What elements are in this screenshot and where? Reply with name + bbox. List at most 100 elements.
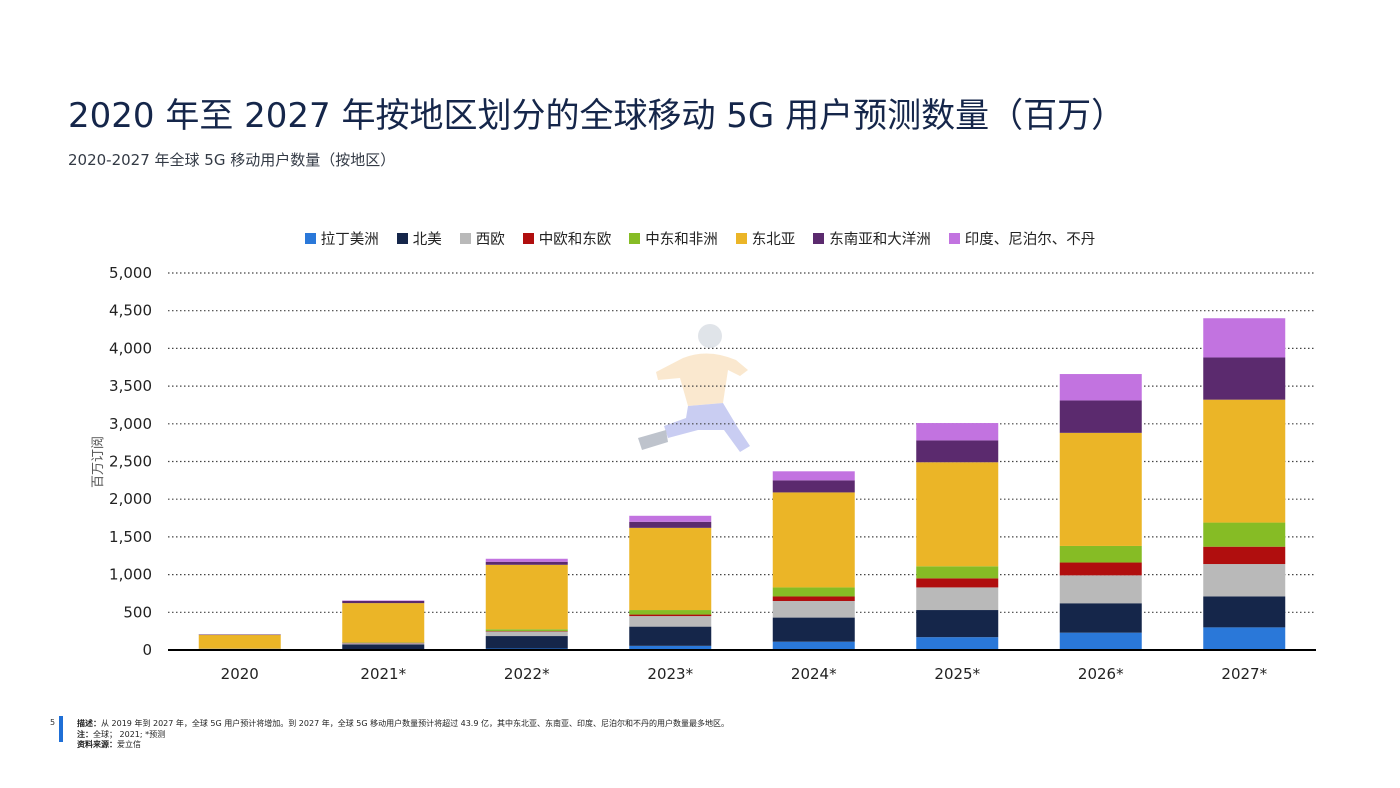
- legend-label: 北美: [412, 232, 442, 248]
- y-tick-label: 1,500: [109, 528, 152, 546]
- bar-segment: [1203, 318, 1286, 358]
- bar-segment: [629, 515, 712, 522]
- bar-segment: [342, 600, 425, 601]
- y-axis-label: 百万订阅: [91, 436, 106, 488]
- bar-segment: [1059, 545, 1142, 563]
- legend-item: 东北亚: [735, 228, 796, 249]
- y-tick-label: 2,500: [109, 453, 152, 471]
- bar-segment: [916, 587, 999, 611]
- bar-segment: [916, 578, 999, 588]
- y-tick-label: 1,000: [109, 566, 152, 584]
- legend-swatch: [396, 233, 408, 244]
- bar-segment: [1203, 357, 1286, 400]
- bar-segment: [342, 644, 425, 650]
- runner-illustration: [638, 324, 750, 452]
- legend-swatch: [304, 233, 316, 244]
- bar-segment: [916, 423, 999, 441]
- bar-segment: [916, 637, 999, 650]
- legend-item: 北美: [396, 228, 442, 249]
- bar-segment: [772, 480, 855, 493]
- x-tick-label: 2026*: [1078, 665, 1124, 683]
- bar-segment: [1059, 575, 1142, 604]
- bar-segment: [485, 558, 568, 562]
- footer-accent-bar: [59, 716, 63, 742]
- legend-swatch: [629, 233, 641, 244]
- bar-segment: [629, 626, 712, 646]
- bar-segment: [1203, 522, 1286, 547]
- note-text: 全球； 2021; *预测: [93, 729, 166, 739]
- bar-segment: [772, 600, 855, 618]
- x-tick-label: 2025*: [934, 665, 980, 683]
- x-tick-label: 2020: [221, 665, 259, 683]
- bar-segment: [1203, 564, 1286, 597]
- bar-segment: [1203, 596, 1286, 628]
- bar-segment: [916, 462, 999, 567]
- bar-segment: [198, 648, 281, 650]
- legend-item: 东南亚和大洋洲: [813, 228, 931, 249]
- legend-swatch: [813, 233, 825, 244]
- bar-segment: [342, 642, 425, 643]
- x-tick-label: 2022*: [504, 665, 550, 683]
- source-text: 爱立信: [117, 740, 141, 749]
- bar-segment: [485, 629, 568, 632]
- legend-item: 拉丁美洲: [304, 228, 379, 249]
- legend-label: 西欧: [475, 232, 505, 248]
- y-tick-label: 4,000: [109, 339, 152, 357]
- legend-swatch: [735, 233, 747, 244]
- bar-segment: [1059, 432, 1142, 546]
- bar-segment: [772, 596, 855, 601]
- y-tick-label: 500: [123, 603, 152, 621]
- bar-segment: [629, 614, 712, 617]
- y-tick-label: 3,500: [109, 377, 152, 395]
- y-tick-label: 2,000: [109, 490, 152, 508]
- bar-segment: [485, 636, 568, 649]
- legend-label: 东北亚: [751, 232, 796, 248]
- bar-segment: [342, 603, 425, 643]
- description-label: 描述：: [77, 719, 101, 728]
- bar-segment: [1059, 603, 1142, 633]
- bar-segment: [1059, 632, 1142, 650]
- bar-segment: [629, 616, 712, 627]
- bar-segment: [916, 610, 999, 638]
- chart-legend: 拉丁美洲 北美 西欧 中欧和东欧 中东和非洲 东北亚 东南亚和大洋洲 印度、尼泊尔、不丹: [0, 228, 1400, 249]
- legend-item: 印度、尼泊尔、不丹: [948, 228, 1095, 249]
- legend-label: 东南亚和大洋洲: [829, 232, 931, 248]
- bar-segment: [485, 631, 568, 632]
- page-number: 5: [50, 718, 56, 727]
- x-tick-label: 2024*: [791, 665, 837, 683]
- bar-segment: [772, 471, 855, 481]
- bar-segment: [629, 527, 712, 611]
- legend-swatch: [459, 233, 471, 244]
- bar-segment: [1203, 399, 1286, 523]
- legend-swatch: [522, 233, 534, 244]
- bar-segment: [342, 600, 425, 604]
- bar-segment: [629, 610, 712, 615]
- bar-segment: [1059, 562, 1142, 576]
- y-tick-label: 3,000: [109, 415, 152, 433]
- bar-segment: [629, 645, 712, 650]
- y-tick-label: 0: [142, 641, 152, 659]
- x-tick-label: 2027*: [1221, 665, 1267, 683]
- page-title: 2020 年至 2027 年按地区划分的全球移动 5G 用户预测数量（百万）: [68, 96, 1126, 136]
- y-tick-label: 5,000: [109, 264, 152, 282]
- legend-label: 中东和非洲: [645, 232, 718, 248]
- note-label: 注：: [77, 729, 93, 739]
- bar-segment: [916, 440, 999, 463]
- bar-segment: [772, 587, 855, 597]
- bar-segment: [916, 566, 999, 579]
- bar-segment: [1059, 400, 1142, 433]
- bar-segment: [1059, 374, 1142, 401]
- bar-segment: [342, 642, 425, 644]
- bar-segment: [772, 492, 855, 588]
- bar-segment: [198, 634, 281, 636]
- y-tick-label: 4,500: [109, 302, 152, 320]
- footer-notes: 描述：从 2019 年到 2027 年，全球 5G 用户预计将增加。到 2027…: [77, 719, 729, 751]
- source-label: 资料来源：: [77, 740, 117, 749]
- legend-label: 拉丁美洲: [320, 232, 379, 248]
- bar-segment: [485, 631, 568, 637]
- x-tick-label: 2021*: [360, 665, 406, 683]
- bar-segment: [198, 634, 281, 649]
- legend-item: 西欧: [459, 228, 505, 249]
- legend-swatch: [948, 233, 960, 244]
